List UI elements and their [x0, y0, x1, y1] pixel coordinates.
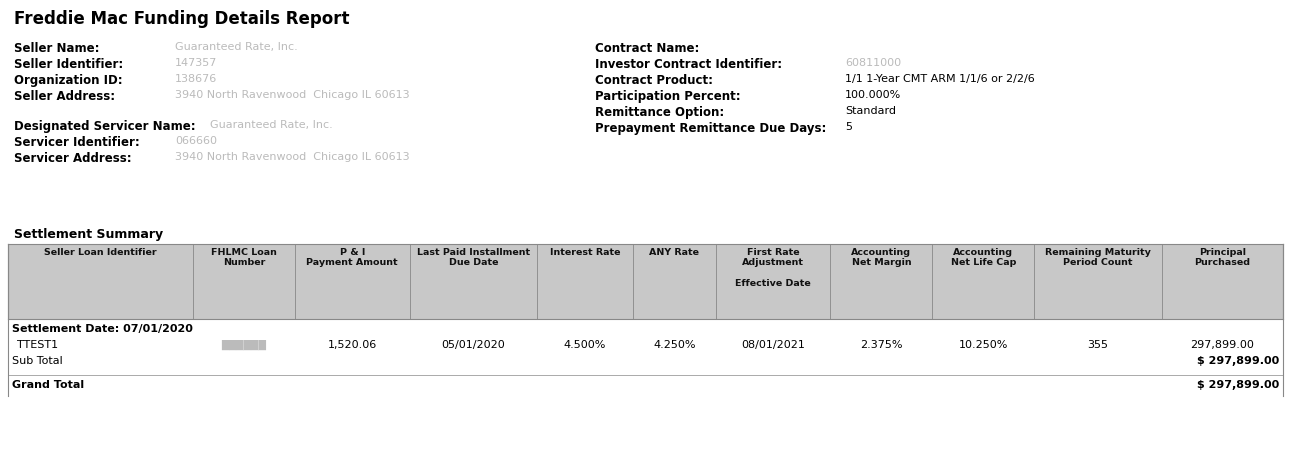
- Text: First Rate
Adjustment

Effective Date: First Rate Adjustment Effective Date: [736, 248, 811, 288]
- Text: Standard: Standard: [846, 106, 896, 116]
- Text: Contract Product:: Contract Product:: [595, 74, 712, 87]
- Text: Prepayment Remittance Due Days:: Prepayment Remittance Due Days:: [595, 122, 826, 135]
- Text: $ 297,899.00: $ 297,899.00: [1197, 356, 1279, 366]
- Text: Guaranteed Rate, Inc.: Guaranteed Rate, Inc.: [175, 42, 297, 52]
- Text: Principal
Purchased: Principal Purchased: [1195, 248, 1250, 268]
- Text: 3940 North Ravenwood  Chicago IL 60613: 3940 North Ravenwood Chicago IL 60613: [175, 152, 410, 162]
- Text: ██████: ██████: [221, 340, 266, 350]
- Text: Seller Identifier:: Seller Identifier:: [14, 58, 123, 71]
- Text: Accounting
Net Life Cap: Accounting Net Life Cap: [950, 248, 1016, 268]
- Text: Servicer Address:: Servicer Address:: [14, 152, 132, 165]
- Text: Interest Rate: Interest Rate: [550, 248, 621, 257]
- Text: Seller Address:: Seller Address:: [14, 90, 115, 103]
- Text: Designated Servicer Name:: Designated Servicer Name:: [14, 120, 195, 133]
- Text: ANY Rate: ANY Rate: [649, 248, 700, 257]
- Text: Servicer Identifier:: Servicer Identifier:: [14, 136, 140, 149]
- Bar: [8, 244, 1283, 319]
- Text: 1,520.06: 1,520.06: [327, 340, 376, 350]
- Text: 355: 355: [1087, 340, 1108, 350]
- Text: Guaranteed Rate, Inc.: Guaranteed Rate, Inc.: [209, 120, 332, 130]
- Text: 1/1 1-Year CMT ARM 1/1/6 or 2/2/6: 1/1 1-Year CMT ARM 1/1/6 or 2/2/6: [846, 74, 1034, 84]
- Text: Remittance Option:: Remittance Option:: [595, 106, 724, 119]
- Text: 3940 North Ravenwood  Chicago IL 60613: 3940 North Ravenwood Chicago IL 60613: [175, 90, 410, 100]
- Text: FHLMC Loan
Number: FHLMC Loan Number: [211, 248, 277, 268]
- Text: 066660: 066660: [175, 136, 217, 146]
- Text: 08/01/2021: 08/01/2021: [741, 340, 806, 350]
- Text: 4.500%: 4.500%: [564, 340, 606, 350]
- Text: 10.250%: 10.250%: [958, 340, 1009, 350]
- Text: Accounting
Net Margin: Accounting Net Margin: [851, 248, 912, 268]
- Text: Remaining Maturity
Period Count: Remaining Maturity Period Count: [1045, 248, 1151, 268]
- Text: Participation Percent:: Participation Percent:: [595, 90, 741, 103]
- Text: 05/01/2020: 05/01/2020: [441, 340, 506, 350]
- Text: Settlement Date: 07/01/2020: Settlement Date: 07/01/2020: [12, 324, 193, 334]
- Text: Seller Loan Identifier: Seller Loan Identifier: [44, 248, 156, 257]
- Text: 60811000: 60811000: [846, 58, 901, 68]
- Text: 147357: 147357: [175, 58, 217, 68]
- Text: 100.000%: 100.000%: [846, 90, 901, 100]
- Text: 4.250%: 4.250%: [653, 340, 696, 350]
- Text: Last Paid Installment
Due Date: Last Paid Installment Due Date: [416, 248, 530, 268]
- Text: Contract Name:: Contract Name:: [595, 42, 700, 55]
- Text: Freddie Mac Funding Details Report: Freddie Mac Funding Details Report: [14, 10, 349, 28]
- Text: Organization ID:: Organization ID:: [14, 74, 123, 87]
- Text: $ 297,899.00: $ 297,899.00: [1197, 380, 1279, 390]
- Text: TTEST1: TTEST1: [17, 340, 58, 350]
- Text: P & I
Payment Amount: P & I Payment Amount: [306, 248, 398, 268]
- Text: Settlement Summary: Settlement Summary: [14, 228, 163, 241]
- Text: 138676: 138676: [175, 74, 217, 84]
- Text: Investor Contract Identifier:: Investor Contract Identifier:: [595, 58, 782, 71]
- Text: 297,899.00: 297,899.00: [1191, 340, 1254, 350]
- Text: 2.375%: 2.375%: [860, 340, 903, 350]
- Text: Sub Total: Sub Total: [12, 356, 63, 366]
- Text: Grand Total: Grand Total: [12, 380, 84, 390]
- Text: 5: 5: [846, 122, 852, 132]
- Text: Seller Name:: Seller Name:: [14, 42, 100, 55]
